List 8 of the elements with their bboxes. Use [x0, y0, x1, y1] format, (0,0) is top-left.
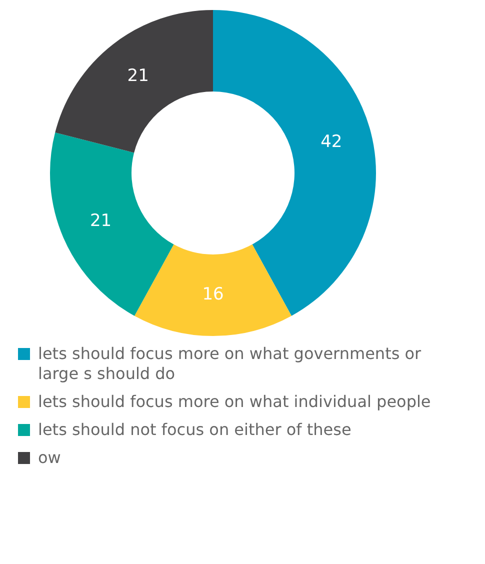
legend-label: lets should not focus on either of these — [38, 420, 352, 440]
data-label: 21 — [127, 66, 149, 86]
legend-label: lets should focus more on what individual people — [38, 392, 431, 412]
data-label: 16 — [202, 284, 224, 305]
legend-label: lets should focus more on what governments or large s should do — [38, 344, 422, 384]
data-label: 21 — [90, 210, 112, 231]
legend-label: ow — [38, 448, 61, 468]
data-label: 42 — [320, 132, 342, 152]
